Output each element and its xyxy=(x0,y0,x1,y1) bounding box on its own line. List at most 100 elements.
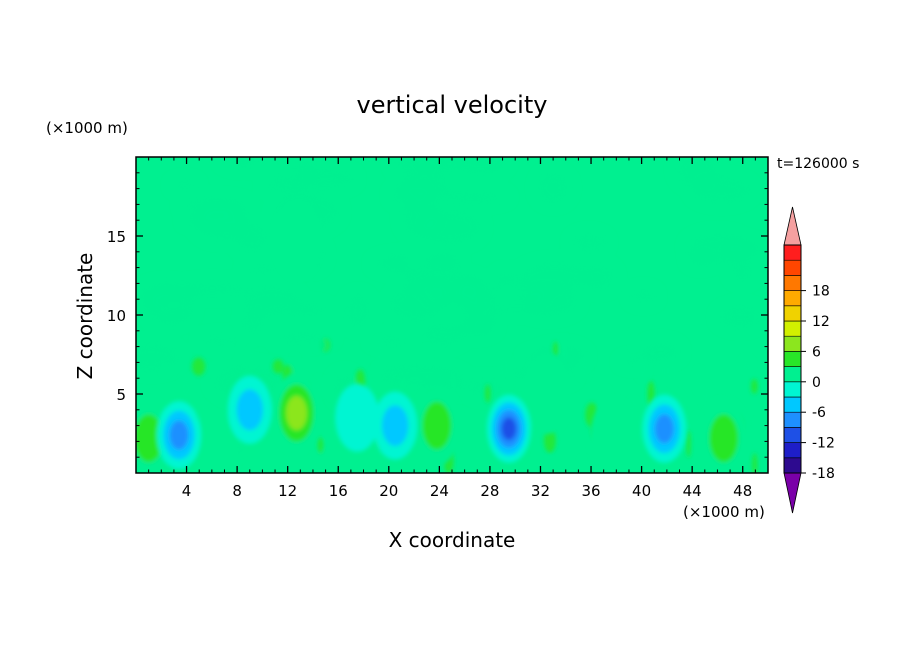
field-cell xyxy=(311,452,320,473)
field-cell xyxy=(225,328,231,356)
colorbar-bin xyxy=(783,427,802,443)
field-cell xyxy=(701,382,711,408)
field-cell xyxy=(314,339,327,351)
updraft-contour xyxy=(589,398,638,473)
field-cell xyxy=(553,341,559,357)
colorbar-bin xyxy=(783,259,802,276)
field-patch xyxy=(136,341,182,374)
field-patch xyxy=(262,175,312,194)
updraft-contour xyxy=(286,395,307,431)
field-cell xyxy=(579,457,587,470)
field-patch xyxy=(723,238,765,261)
colorbar: 18 12 6 0 -6 -12 -18 xyxy=(783,206,835,514)
field-patch xyxy=(220,157,268,170)
colorbar-bin xyxy=(783,381,802,398)
field-patch xyxy=(716,304,764,330)
x-axis-label: X coordinate xyxy=(389,528,516,552)
x-axis: 4 8 12 16 20 24 28 32 36 40 44 48 xyxy=(148,157,756,500)
velocity-field xyxy=(136,157,768,473)
field-patch xyxy=(441,189,510,206)
field-patch xyxy=(451,157,509,177)
downdraft-contour xyxy=(501,417,517,441)
field-patch xyxy=(344,292,373,331)
x-tick-label: 8 xyxy=(232,482,242,500)
field-patch xyxy=(198,333,246,349)
field-patch xyxy=(518,260,590,292)
field-cell xyxy=(658,359,670,382)
field-cell xyxy=(695,367,703,393)
field-cell xyxy=(547,457,552,471)
field-cell xyxy=(424,345,430,366)
field-cell xyxy=(560,335,567,361)
field-cell xyxy=(329,375,335,399)
time-label: t=126000 s xyxy=(777,156,859,172)
field-patch xyxy=(397,174,452,200)
field-patch xyxy=(193,202,248,242)
downdraft-core xyxy=(156,401,201,470)
downdraft-contour xyxy=(335,383,380,452)
y-tick-label: 15 xyxy=(107,228,126,246)
updraft-contour xyxy=(522,354,571,434)
field-cell xyxy=(248,346,256,372)
x-tick-label: 48 xyxy=(733,482,752,500)
updraft-core xyxy=(273,199,322,280)
colorbar-tick-label: 0 xyxy=(812,375,821,391)
colorbar-tick-label: 12 xyxy=(812,314,830,330)
y-tick-label: 10 xyxy=(107,307,126,325)
field-patch xyxy=(240,307,267,337)
colorbar-bin xyxy=(783,244,802,261)
colorbar-frame xyxy=(783,244,802,474)
chart-title: vertical velocity xyxy=(357,91,548,119)
field-cell xyxy=(160,360,170,376)
colorbar-bin xyxy=(783,290,802,307)
colorbar-bin xyxy=(783,411,802,428)
updraft-core xyxy=(272,372,321,453)
field-patch xyxy=(144,286,193,327)
x-tick-label: 4 xyxy=(182,482,192,500)
field-patch xyxy=(516,284,580,319)
downdraft-contour xyxy=(654,414,674,444)
updraft-contour xyxy=(709,414,739,463)
field-cell xyxy=(191,357,206,376)
field-cell xyxy=(578,355,590,380)
colorbar-bin xyxy=(783,335,802,352)
field-cell xyxy=(179,374,192,404)
updraft-core xyxy=(699,398,748,473)
colorbar-tick-label: -18 xyxy=(812,466,835,482)
field-cell xyxy=(375,352,382,379)
field-patch xyxy=(729,260,756,284)
field-cell xyxy=(751,378,758,394)
field-cell xyxy=(399,376,407,396)
x-tick-label: 24 xyxy=(430,482,449,500)
field-cell xyxy=(667,356,678,385)
colorbar-max-extension xyxy=(783,206,802,246)
colorbar-tick-label: 18 xyxy=(812,284,830,300)
field-patch xyxy=(242,262,283,276)
field-cell xyxy=(543,428,556,453)
y-axis-label: Z coordinate xyxy=(73,253,97,380)
updraft-core xyxy=(589,398,638,473)
downdraft-core xyxy=(486,394,531,463)
field-cell xyxy=(764,456,768,471)
field-patch xyxy=(290,302,331,319)
field-patch xyxy=(580,262,617,293)
field-cell xyxy=(755,418,760,445)
updraft-contour xyxy=(422,401,452,450)
x-tick-label: 32 xyxy=(531,482,550,500)
field-patch xyxy=(419,321,465,348)
x-tick-label: 36 xyxy=(581,482,600,500)
updraft-core xyxy=(522,354,571,434)
downdraft-core xyxy=(373,391,418,460)
field-patch xyxy=(376,362,452,390)
downdraft-contour xyxy=(381,405,409,446)
field-patch xyxy=(570,231,609,254)
field-cell xyxy=(636,356,649,381)
updraft-core xyxy=(412,385,461,466)
colorbar-bin xyxy=(783,396,802,413)
colorbar-min-extension xyxy=(783,472,802,514)
field-patch xyxy=(418,208,483,247)
y-axis: 5 10 15 xyxy=(107,172,768,458)
field-cell xyxy=(317,437,324,454)
colorbar-bin xyxy=(783,351,802,367)
field-cell xyxy=(631,330,637,350)
